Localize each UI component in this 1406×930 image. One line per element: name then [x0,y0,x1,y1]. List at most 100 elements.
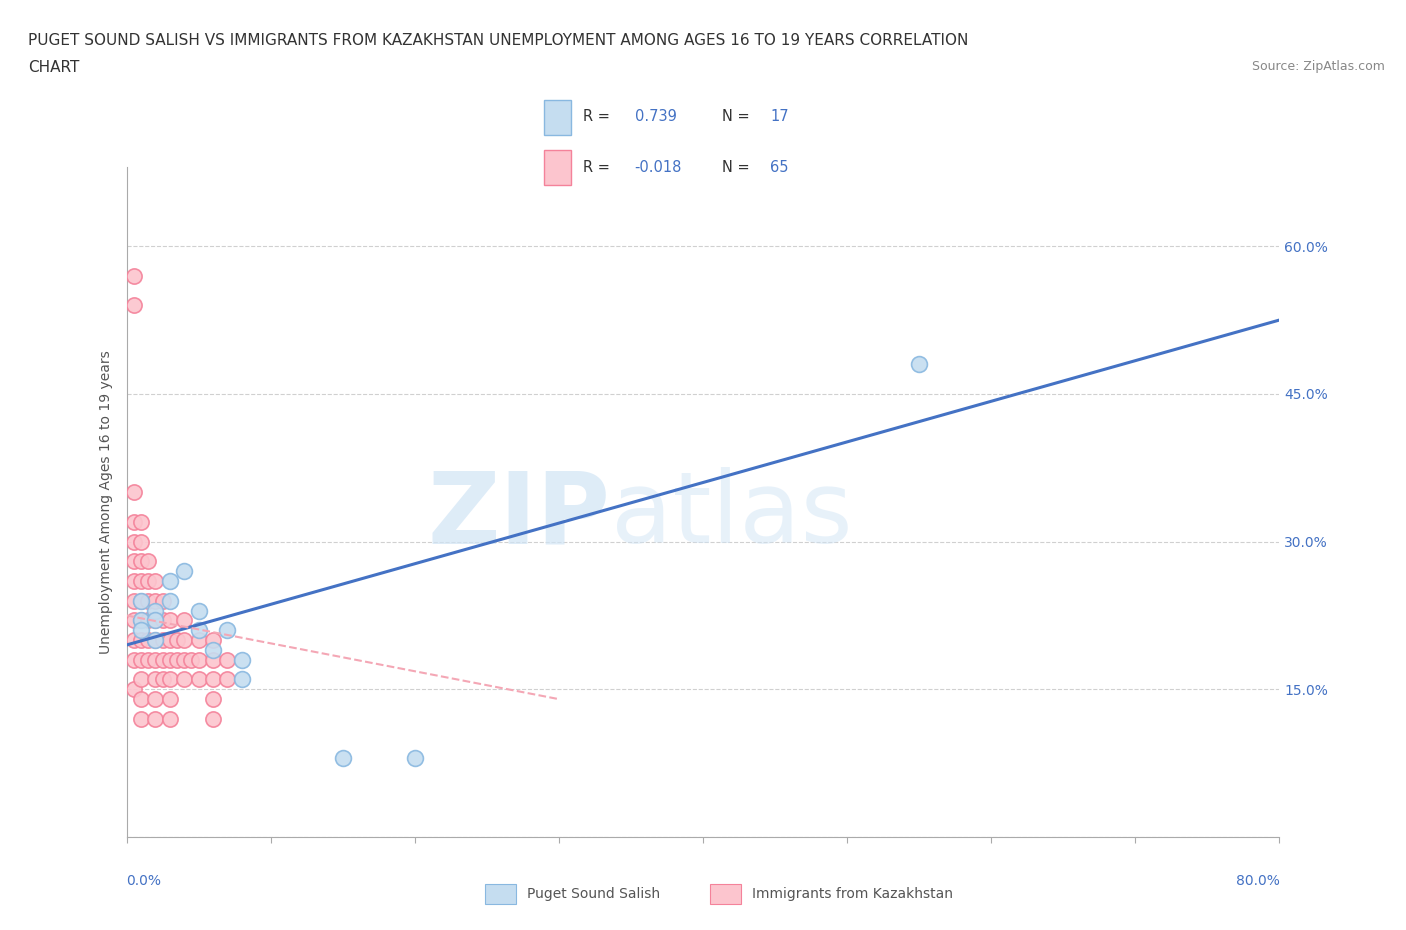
Text: PUGET SOUND SALISH VS IMMIGRANTS FROM KAZAKHSTAN UNEMPLOYMENT AMONG AGES 16 TO 1: PUGET SOUND SALISH VS IMMIGRANTS FROM KA… [28,33,969,47]
Point [187,672,209,687]
Point [129,613,152,628]
Point [173,632,195,647]
Text: 65: 65 [770,160,789,175]
Point [136,652,159,667]
Point [187,652,209,667]
Bar [544,150,571,184]
Point [122,485,145,499]
Point [129,672,152,687]
Point [217,652,239,667]
Y-axis label: Unemployment Among Ages 16 to 19 years: Unemployment Among Ages 16 to 19 years [100,351,114,654]
Text: atlas: atlas [610,467,852,565]
Point [173,564,195,578]
Point [136,554,159,569]
Point [404,751,426,765]
Point [122,613,145,628]
Point [145,574,166,589]
Point [187,623,209,638]
Point [122,682,145,697]
Point [145,632,166,647]
Point [159,632,181,647]
Point [122,652,145,667]
Point [122,298,145,312]
Text: N =: N = [721,109,749,124]
Point [217,672,239,687]
Point [152,672,174,687]
Point [173,672,195,687]
Point [129,692,152,707]
Point [129,593,152,608]
Point [129,554,152,569]
Point [166,652,188,667]
Point [159,593,181,608]
Point [129,574,152,589]
Point [145,632,166,647]
Point [908,357,931,372]
Point [152,632,174,647]
Point [145,613,166,628]
Point [159,652,181,667]
Point [122,268,145,283]
Point [202,692,225,707]
Text: R =: R = [583,109,610,124]
Point [122,593,145,608]
Point [145,692,166,707]
Point [217,623,239,638]
Point [136,574,159,589]
Text: Immigrants from Kazakhstan: Immigrants from Kazakhstan [752,886,953,901]
Point [180,652,202,667]
Point [152,652,174,667]
Text: ZIP: ZIP [427,467,610,565]
Point [159,574,181,589]
Point [145,711,166,726]
Point [173,652,195,667]
Point [129,623,152,638]
Text: 80.0%: 80.0% [1236,874,1279,888]
Point [122,574,145,589]
Point [202,632,225,647]
Point [145,603,166,618]
Point [129,711,152,726]
Point [159,692,181,707]
Point [173,613,195,628]
Point [129,514,152,529]
Text: Source: ZipAtlas.com: Source: ZipAtlas.com [1251,60,1385,73]
Point [129,593,152,608]
Point [202,652,225,667]
Point [159,613,181,628]
Point [145,613,166,628]
Point [129,652,152,667]
Point [332,751,354,765]
Text: 17: 17 [770,109,789,124]
Point [129,534,152,549]
Text: 0.739: 0.739 [634,109,676,124]
Point [136,613,159,628]
Point [122,632,145,647]
Point [202,672,225,687]
Point [122,554,145,569]
Bar [544,100,571,135]
Point [159,672,181,687]
Point [122,514,145,529]
Point [122,534,145,549]
Text: N =: N = [721,160,749,175]
Point [145,652,166,667]
Point [159,711,181,726]
Point [129,613,152,628]
Point [202,711,225,726]
Point [145,672,166,687]
Point [145,593,166,608]
Point [202,643,225,658]
Text: 0.0%: 0.0% [127,874,162,888]
Point [152,613,174,628]
Text: -0.018: -0.018 [634,160,682,175]
Point [136,632,159,647]
Point [136,593,159,608]
Point [187,603,209,618]
Point [187,632,209,647]
Point [231,652,253,667]
Point [166,632,188,647]
Text: CHART: CHART [28,60,80,75]
Point [129,632,152,647]
Text: Puget Sound Salish: Puget Sound Salish [527,886,661,901]
